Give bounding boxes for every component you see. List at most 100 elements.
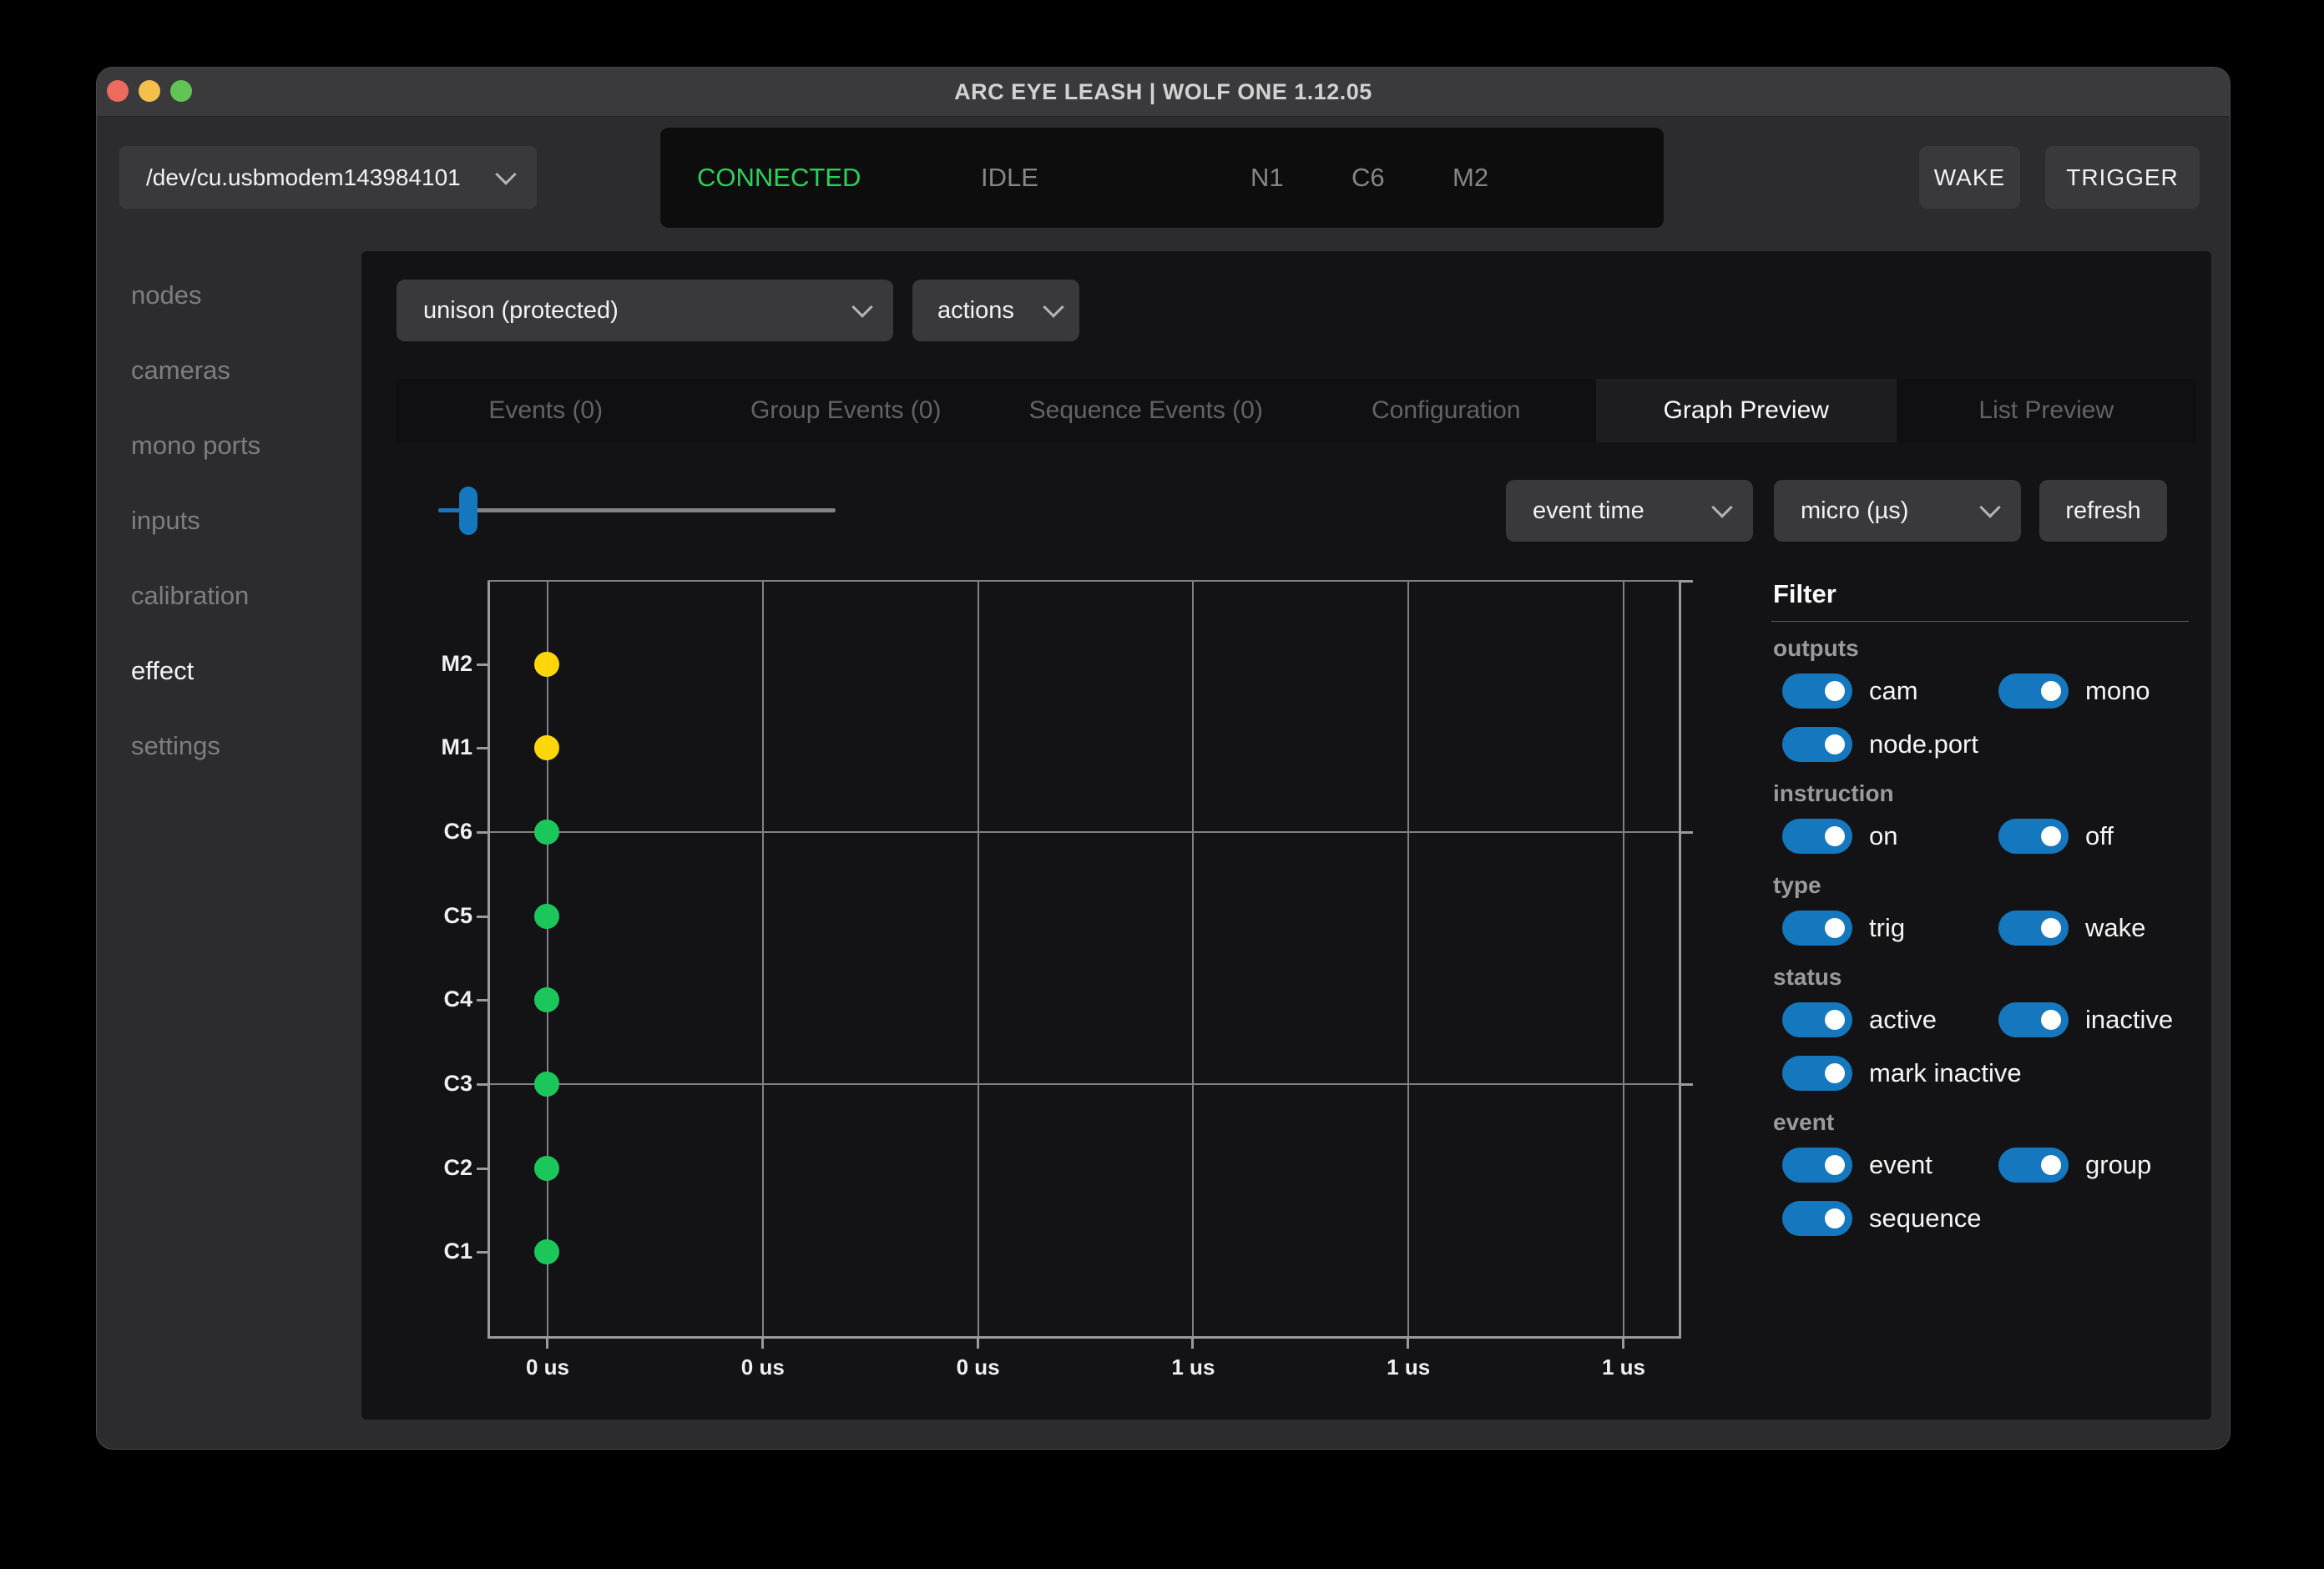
- tab-sequence-events-0[interactable]: Sequence Events (0): [996, 379, 1296, 442]
- time-unit-select[interactable]: micro (µs): [1774, 480, 2021, 542]
- effect-panel: unison (protected) actions Events (0)Gro…: [361, 251, 2211, 1420]
- profile-select-value: unison (protected): [423, 297, 619, 325]
- filter-toggle-row: sequence: [1782, 1201, 2189, 1236]
- toggle-mark-inactive[interactable]: [1782, 1056, 1852, 1091]
- time-mode-select[interactable]: event time: [1506, 480, 1753, 542]
- status-bar: CONNECTED IDLE N1C6M2: [660, 128, 1664, 228]
- wake-button[interactable]: WAKE: [1919, 146, 2020, 209]
- x-tick-mark: [1407, 1339, 1409, 1349]
- title-bar: ARC EYE LEASH | WOLF ONE 1.12.05: [97, 68, 2230, 117]
- tab-configuration[interactable]: Configuration: [1296, 379, 1597, 442]
- trigger-button[interactable]: TRIGGER: [2045, 146, 2200, 209]
- sidebar-item-nodes[interactable]: nodes: [131, 279, 201, 312]
- toggle-label-event: event: [1869, 1150, 1932, 1180]
- device-badge-c6: C6: [1351, 128, 1385, 228]
- x-tick-mark: [1191, 1339, 1194, 1349]
- tab-events-0[interactable]: Events (0): [396, 379, 696, 442]
- y-tick-label-m1: M1: [376, 734, 472, 760]
- y-tick-mark: [477, 747, 488, 749]
- refresh-button[interactable]: refresh: [2039, 480, 2167, 542]
- toggle-cam[interactable]: [1782, 674, 1852, 709]
- toggle-label-on: on: [1869, 821, 1897, 851]
- right-tick-mark: [1681, 580, 1693, 583]
- sidebar-item-cameras[interactable]: cameras: [131, 354, 230, 387]
- data-point-c4: [534, 987, 559, 1012]
- device-badge-m2: M2: [1452, 128, 1488, 228]
- y-tick-label-c3: C3: [376, 1071, 472, 1097]
- data-point-c2: [534, 1156, 559, 1181]
- toggle-off[interactable]: [1998, 819, 2069, 854]
- data-point-m1: [534, 735, 559, 760]
- x-tick-label: 0 us: [489, 1355, 606, 1380]
- toggle-knob: [1825, 918, 1845, 938]
- toggle-group[interactable]: [1998, 1148, 2069, 1183]
- x-tick-mark: [546, 1339, 548, 1349]
- toggle-label-cam: cam: [1869, 676, 1918, 706]
- tab-group-events-0[interactable]: Group Events (0): [696, 379, 997, 442]
- toggle-label-active: active: [1869, 1005, 1937, 1035]
- chevron-down-icon: [1979, 497, 2000, 517]
- filter-panel: Filter outputscammononode.portinstructio…: [1771, 579, 2189, 1254]
- toggle-trig[interactable]: [1782, 911, 1852, 946]
- zoom-slider-track[interactable]: [438, 508, 836, 512]
- toggle-wake[interactable]: [1998, 911, 2069, 946]
- profile-select[interactable]: unison (protected): [397, 280, 893, 341]
- time-mode-value: event time: [1533, 497, 1644, 525]
- toggle-label-mark-inactive: mark inactive: [1869, 1058, 2022, 1088]
- tab-strip: Events (0)Group Events (0)Sequence Event…: [396, 379, 2196, 442]
- toggle-mono[interactable]: [1998, 674, 2069, 709]
- zoom-slider-thumb[interactable]: [459, 487, 477, 535]
- sidebar-item-effect[interactable]: effect: [131, 654, 194, 688]
- toggle-sequence[interactable]: [1782, 1201, 1852, 1236]
- toggle-label-off: off: [2085, 821, 2114, 851]
- toggle-label-node-port: node.port: [1869, 729, 1978, 759]
- filter-toggle-item: on: [1782, 819, 1998, 854]
- sidebar-item-calibration[interactable]: calibration: [131, 579, 249, 613]
- x-gridline: [762, 582, 764, 1336]
- toggle-knob: [1825, 1208, 1845, 1228]
- sidebar-item-settings[interactable]: settings: [131, 729, 220, 763]
- x-tick-label: 1 us: [1134, 1355, 1251, 1380]
- tab-graph-preview[interactable]: Graph Preview: [1596, 379, 1897, 442]
- filter-toggle-item: trig: [1782, 911, 1998, 946]
- toggle-knob: [1825, 734, 1845, 754]
- toggle-knob: [1825, 1010, 1845, 1030]
- filter-toggle-item: wake: [1998, 911, 2189, 946]
- y-tick-mark: [477, 999, 488, 1001]
- filter-toggle-row: on off: [1782, 819, 2189, 854]
- filter-toggle-row: mark inactive: [1782, 1056, 2189, 1091]
- filter-toggle-item: group: [1998, 1148, 2189, 1183]
- data-point-c6: [534, 820, 559, 845]
- data-point-c5: [534, 904, 559, 929]
- y-tick-label-c5: C5: [376, 903, 472, 929]
- sidebar-item-inputs[interactable]: inputs: [131, 504, 200, 537]
- toggle-on[interactable]: [1782, 819, 1852, 854]
- toggle-knob: [2041, 826, 2061, 846]
- data-point-c3: [534, 1072, 559, 1097]
- sidebar-item-mono-ports[interactable]: mono ports: [131, 429, 260, 462]
- right-axis-line: [1679, 580, 1681, 1339]
- filter-toggle-item: sequence: [1782, 1201, 1998, 1236]
- toggle-active[interactable]: [1782, 1002, 1852, 1037]
- toggle-event[interactable]: [1782, 1148, 1852, 1183]
- filter-section-label-instruction: instruction: [1773, 780, 2189, 807]
- toggle-knob: [1825, 826, 1845, 846]
- toggle-inactive[interactable]: [1998, 1002, 2069, 1037]
- y-tick-mark: [477, 831, 488, 834]
- toggle-knob: [2041, 681, 2061, 701]
- toggle-knob: [1825, 1155, 1845, 1175]
- y-tick-label-c1: C1: [376, 1239, 472, 1264]
- app-window: ARC EYE LEASH | WOLF ONE 1.12.05 /dev/cu…: [96, 67, 2231, 1450]
- y-tick-label-m2: M2: [376, 651, 472, 677]
- toggle-node-port[interactable]: [1782, 727, 1852, 762]
- filter-toggle-row: cammono: [1782, 674, 2189, 709]
- device-badge-n1: N1: [1250, 128, 1284, 228]
- serial-port-select[interactable]: /dev/cu.usbmodem143984101: [119, 146, 537, 209]
- toggle-label-trig: trig: [1869, 913, 1905, 943]
- tab-list-preview[interactable]: List Preview: [1897, 379, 2197, 442]
- actions-select[interactable]: actions: [912, 280, 1079, 341]
- filter-toggle-item: active: [1782, 1002, 1998, 1037]
- y-tick-mark: [477, 663, 488, 666]
- machine-state: IDLE: [981, 128, 1038, 228]
- x-tick-label: 1 us: [1350, 1355, 1467, 1380]
